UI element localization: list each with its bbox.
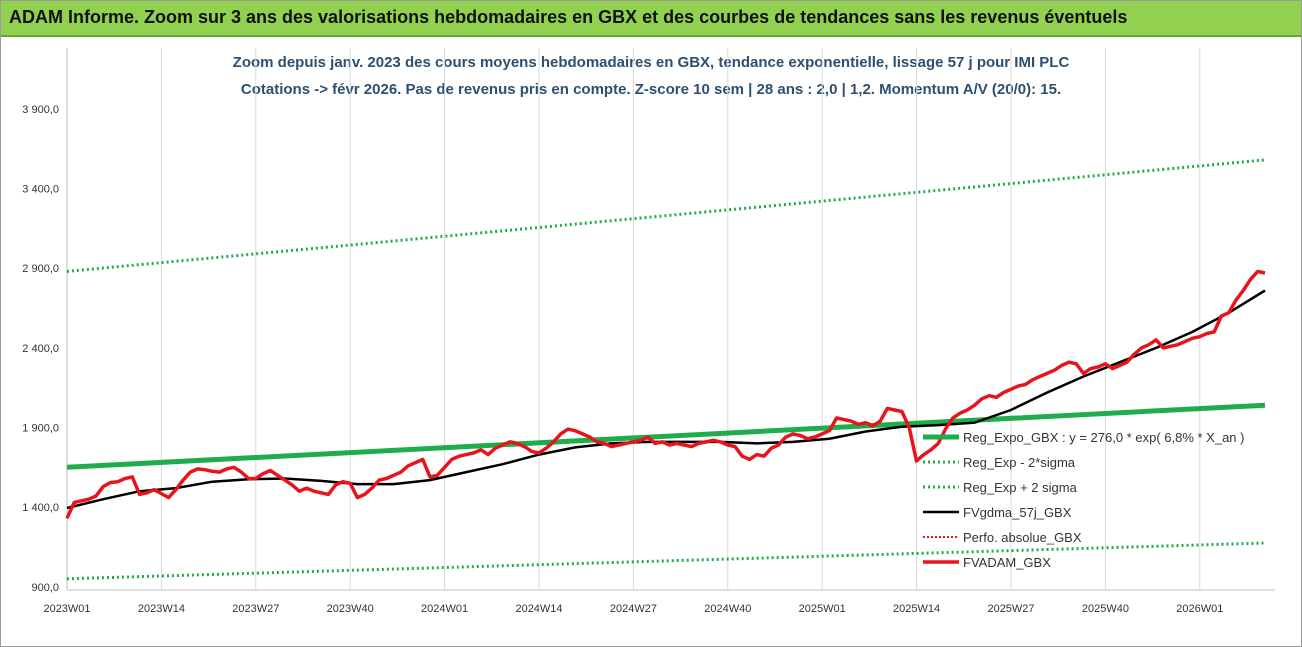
series-line-trend (66, 402, 1266, 470)
y-tick-label: 2 900,0 (22, 263, 59, 275)
x-tick-label: 2023W01 (43, 603, 90, 615)
legend-label: Reg_Expo_GBX : y = 276,0 * exp( 6,8% * X… (963, 430, 1244, 445)
header-banner: ADAM Informe. Zoom sur 3 ans des valoris… (1, 1, 1301, 37)
y-tick-label: 1 900,0 (22, 423, 59, 435)
y-tick-label: 3 400,0 (22, 184, 59, 196)
chart-title: Zoom depuis janv. 2023 des cours moyens … (232, 54, 1070, 71)
y-tick-label: 2 400,0 (22, 343, 59, 355)
x-tick-label: 2026W01 (1176, 603, 1223, 615)
x-tick-label: 2024W14 (515, 603, 562, 615)
x-tick-label: 2023W27 (232, 603, 279, 615)
legend-label: Reg_Exp - 2*sigma (963, 455, 1076, 470)
x-tick-label: 2023W14 (138, 603, 185, 615)
chart-subtitle: Cotations -> févr 2026. Pas de revenus p… (240, 81, 1062, 98)
x-tick-label: 2025W14 (893, 603, 940, 615)
series-line-band (66, 541, 1266, 581)
x-tick-label: 2024W01 (421, 603, 468, 615)
series-line-band (66, 158, 1266, 273)
x-tick-label: 2025W01 (799, 603, 846, 615)
banner-title: ADAM Informe. Zoom sur 3 ans des valoris… (9, 7, 1128, 27)
legend-label: FVADAM_GBX (963, 555, 1051, 570)
x-tick-label: 2025W40 (1082, 603, 1129, 615)
series-line-price (65, 269, 1266, 520)
y-tick-label: 900,0 (31, 582, 59, 594)
legend-label: Reg_Exp + 2 sigma (963, 480, 1078, 495)
x-tick-label: 2023W40 (327, 603, 374, 615)
y-tick-label: 1 400,0 (22, 502, 59, 514)
x-tick-label: 2025W27 (987, 603, 1034, 615)
legend-label: FVgdma_57j_GBX (963, 505, 1072, 520)
x-tick-label: 2024W27 (610, 603, 657, 615)
x-tick-label: 2024W40 (704, 603, 751, 615)
legend-label: Perfo. absolue_GBX (963, 530, 1082, 545)
y-tick-label: 3 900,0 (22, 104, 59, 116)
